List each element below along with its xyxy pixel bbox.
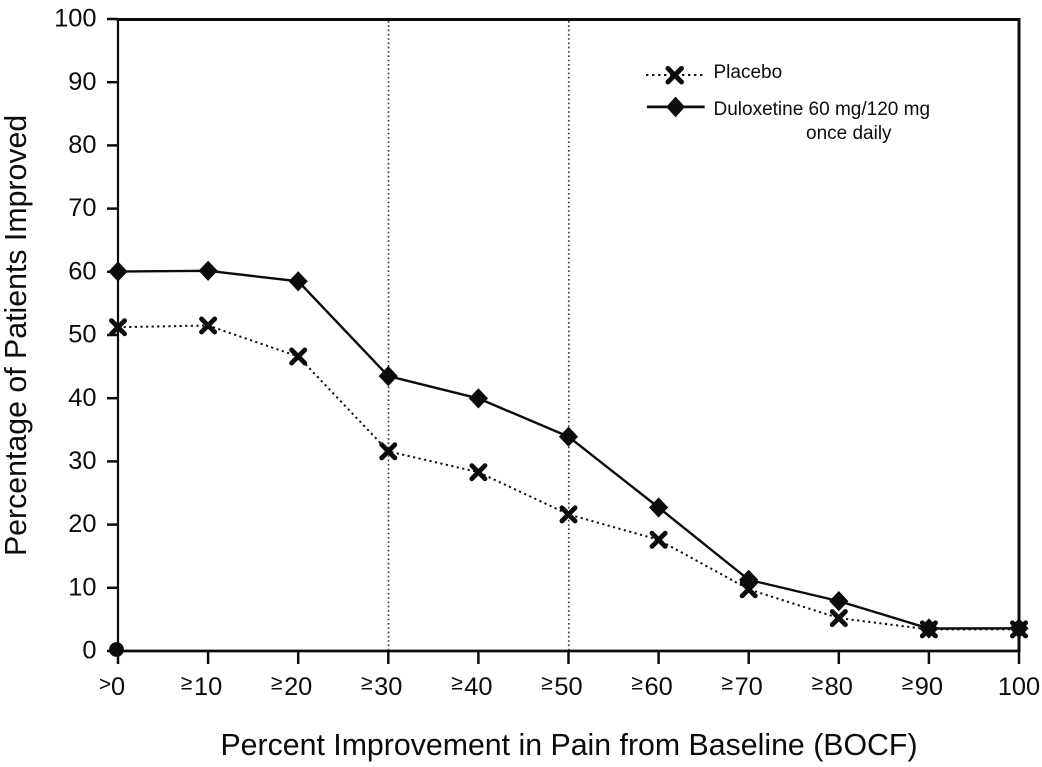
svg-text:≥: ≥ — [361, 671, 373, 694]
svg-text:30: 30 — [374, 673, 402, 701]
svg-text:50: 50 — [68, 321, 96, 349]
svg-text:≥: ≥ — [721, 671, 733, 694]
svg-text:≥: ≥ — [811, 671, 823, 694]
svg-text:80: 80 — [68, 131, 96, 159]
svg-text:≥: ≥ — [451, 671, 463, 694]
svg-text:0: 0 — [111, 673, 125, 701]
svg-text:50: 50 — [554, 673, 582, 701]
svg-text:≥: ≥ — [271, 671, 283, 694]
svg-text:40: 40 — [464, 673, 492, 701]
svg-text:>: > — [99, 673, 111, 696]
svg-text:≥: ≥ — [902, 671, 914, 694]
svg-text:≥: ≥ — [541, 671, 553, 694]
svg-text:10: 10 — [68, 573, 96, 601]
svg-text:90: 90 — [915, 673, 943, 701]
svg-text:Percent Improvement in Pain fr: Percent Improvement in Pain from Baselin… — [220, 729, 917, 762]
svg-text:Percentage of Patients Improve: Percentage of Patients Improved — [0, 115, 33, 556]
svg-text:Placebo: Placebo — [714, 62, 783, 83]
svg-text:20: 20 — [68, 510, 96, 538]
svg-text:70: 70 — [735, 673, 763, 701]
svg-text:40: 40 — [68, 384, 96, 412]
svg-text:≥: ≥ — [631, 671, 643, 694]
svg-text:once daily: once daily — [806, 123, 892, 144]
svg-text:60: 60 — [644, 673, 672, 701]
svg-text:100: 100 — [54, 5, 96, 33]
svg-text:100: 100 — [998, 673, 1040, 701]
svg-text:20: 20 — [284, 673, 312, 701]
svg-text:90: 90 — [68, 68, 96, 96]
svg-text:Duloxetine 60 mg/120 mg: Duloxetine 60 mg/120 mg — [714, 99, 931, 120]
svg-text:80: 80 — [825, 673, 853, 701]
svg-text:10: 10 — [194, 673, 222, 701]
svg-text:70: 70 — [68, 194, 96, 222]
svg-text:60: 60 — [68, 257, 96, 285]
svg-text:≥: ≥ — [181, 671, 193, 694]
svg-text:30: 30 — [68, 447, 96, 475]
svg-text:0: 0 — [82, 637, 96, 665]
